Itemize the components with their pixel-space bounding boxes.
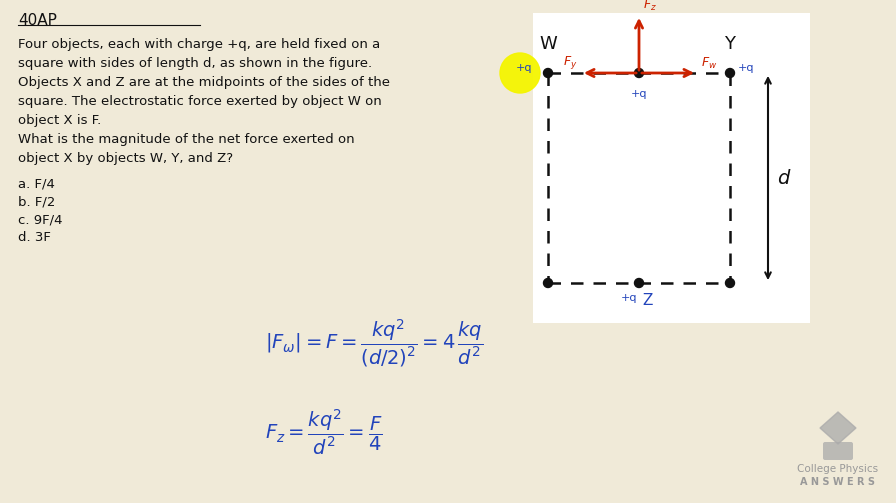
Text: Y: Y: [725, 35, 736, 53]
Text: a. F/4: a. F/4: [18, 177, 55, 190]
Text: object X by objects W, Y, and Z?: object X by objects W, Y, and Z?: [18, 152, 233, 165]
FancyBboxPatch shape: [533, 13, 810, 323]
Circle shape: [726, 279, 735, 288]
Circle shape: [726, 68, 735, 77]
Text: +q: +q: [515, 63, 532, 73]
Text: $|F_\omega| = F = \dfrac{kq^2}{(d/2)^2} = 4\,\dfrac{kq}{d^2}$: $|F_\omega| = F = \dfrac{kq^2}{(d/2)^2} …: [265, 318, 483, 370]
Circle shape: [544, 279, 553, 288]
Text: A N S W E R S: A N S W E R S: [800, 477, 875, 487]
Text: d. 3F: d. 3F: [18, 231, 51, 244]
Text: $F_w$: $F_w$: [701, 56, 718, 71]
Text: c. 9F/4: c. 9F/4: [18, 213, 63, 226]
Text: d: d: [777, 169, 789, 188]
Text: What is the magnitude of the net force exerted on: What is the magnitude of the net force e…: [18, 133, 355, 146]
Polygon shape: [820, 412, 856, 444]
Text: $F_z = \dfrac{kq^2}{d^2} = \dfrac{F}{4}$: $F_z = \dfrac{kq^2}{d^2} = \dfrac{F}{4}$: [265, 408, 383, 457]
Text: $F_z$: $F_z$: [643, 0, 657, 13]
Text: b. F/2: b. F/2: [18, 195, 56, 208]
Text: $F_y$: $F_y$: [563, 54, 577, 71]
Text: College Physics: College Physics: [797, 464, 879, 474]
Text: square. The electrostatic force exerted by object W on: square. The electrostatic force exerted …: [18, 95, 382, 108]
Text: W: W: [539, 35, 557, 53]
Text: +q: +q: [631, 89, 647, 99]
Circle shape: [500, 53, 540, 93]
Text: square with sides of length d, as shown in the figure.: square with sides of length d, as shown …: [18, 57, 372, 70]
Text: 40AP: 40AP: [18, 13, 56, 28]
Text: Z: Z: [642, 293, 652, 308]
Circle shape: [634, 279, 643, 288]
Text: Four objects, each with charge +q, are held fixed on a: Four objects, each with charge +q, are h…: [18, 38, 380, 51]
Text: object X is F.: object X is F.: [18, 114, 101, 127]
Text: +q: +q: [621, 293, 637, 303]
Text: +q: +q: [738, 63, 754, 73]
Circle shape: [544, 68, 553, 77]
Text: Objects X and Z are at the midpoints of the sides of the: Objects X and Z are at the midpoints of …: [18, 76, 390, 89]
FancyBboxPatch shape: [823, 442, 853, 460]
Circle shape: [634, 68, 643, 77]
